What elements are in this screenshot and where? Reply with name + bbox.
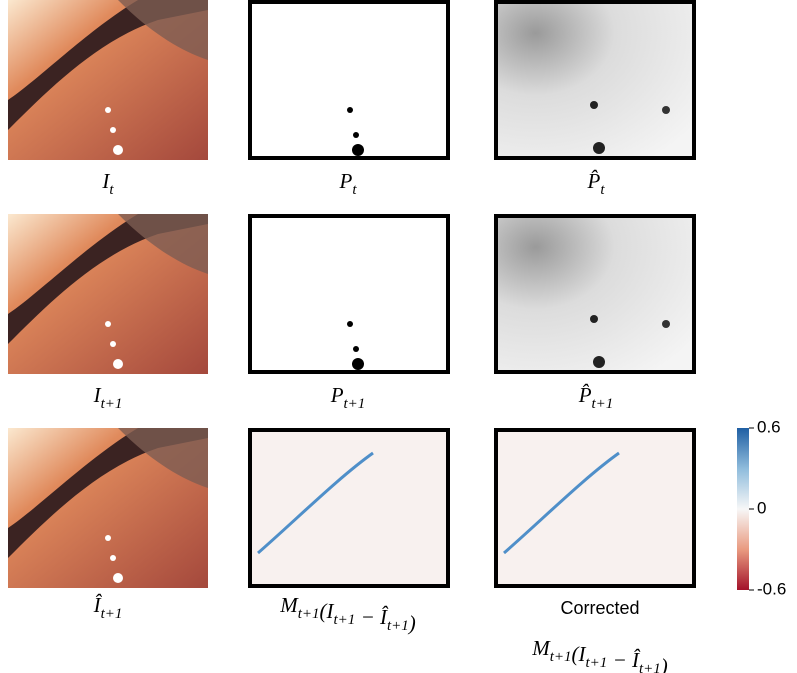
caption-symbol: M — [531, 636, 551, 660]
caption-symbol: P̂ — [578, 383, 592, 407]
caption: Pt+1 — [330, 383, 366, 412]
caption-subscript: t+1 — [344, 396, 366, 412]
caption-subscript: t — [109, 182, 114, 198]
caption: It — [101, 169, 114, 198]
colorbar — [737, 428, 749, 590]
tick-label: 0 — [757, 498, 766, 517]
caption-subscript: t — [600, 182, 605, 198]
caption-subscript: t+1 — [101, 396, 123, 412]
caption: Pt — [339, 169, 358, 198]
caption: Ît+1 — [93, 593, 123, 622]
caption-symbol: (I — [572, 642, 587, 666]
image — [8, 214, 208, 374]
caption-symbol: P — [330, 383, 344, 407]
image — [8, 0, 208, 160]
caption-subscript: t — [352, 182, 357, 198]
caption-note: Corrected — [560, 598, 639, 618]
image — [250, 2, 448, 158]
figure: ItPtP̂tIt+1Pt+1P̂t+1Ît+1Mt+1(It+1 − Ît+1… — [0, 0, 797, 673]
caption: It+1 — [93, 383, 123, 412]
caption-subscript: t+1 — [298, 606, 320, 622]
image — [250, 430, 448, 586]
caption: P̂t+1 — [578, 383, 614, 412]
tick-label: -0.6 — [757, 579, 786, 598]
image — [496, 2, 694, 158]
image — [8, 428, 208, 588]
caption-symbol: P — [339, 169, 353, 193]
caption-subscript: t+1 — [550, 649, 572, 665]
caption: P̂t — [587, 169, 606, 198]
caption-subscript: t+1 — [334, 612, 356, 628]
image — [250, 216, 448, 372]
caption-subscript: t+1 — [592, 396, 614, 412]
caption: Mt+1(It+1 − Ît+1) — [531, 636, 668, 673]
caption-symbol: M — [279, 593, 299, 617]
caption-subscript: t+1 — [387, 618, 409, 634]
caption-symbol: ) — [408, 611, 416, 635]
caption-symbol: − Î — [607, 648, 641, 672]
caption: Mt+1(It+1 − Ît+1) — [279, 593, 416, 635]
caption-subscript: t+1 — [639, 661, 661, 673]
tick-label: 0.6 — [757, 417, 781, 436]
caption-symbol: (I — [320, 599, 335, 623]
caption-symbol: P̂ — [587, 169, 601, 193]
caption-subscript: t+1 — [586, 655, 608, 671]
image — [496, 216, 694, 372]
caption-subscript: t+1 — [101, 606, 123, 622]
caption-symbol: − Î — [355, 605, 389, 629]
image — [496, 430, 694, 586]
caption-symbol: ) — [660, 654, 668, 673]
